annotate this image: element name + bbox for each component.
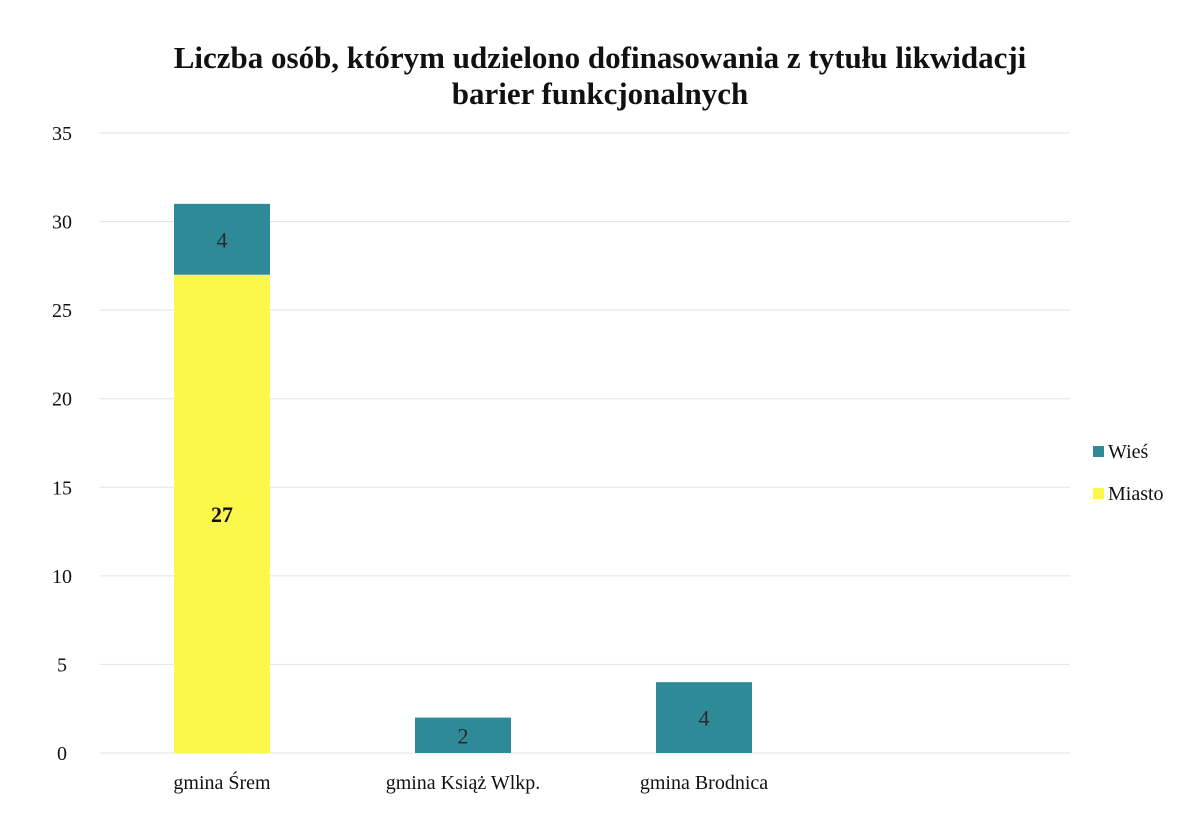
y-tick-label: 35 bbox=[52, 123, 72, 145]
legend-label: Miasto bbox=[1108, 483, 1164, 505]
legend-swatch bbox=[1093, 488, 1104, 499]
data-label: 2 bbox=[458, 723, 469, 748]
x-tick-label: gmina Śrem bbox=[173, 770, 271, 794]
chart-title-line-1: Liczba osób, którym udzielono dofinasowa… bbox=[173, 40, 1027, 75]
y-tick-label: 20 bbox=[52, 389, 72, 411]
bar-wie- bbox=[415, 717, 511, 753]
data-label: 4 bbox=[217, 227, 228, 252]
y-tick-label: 10 bbox=[52, 566, 72, 588]
y-tick-label: 30 bbox=[52, 212, 72, 234]
chart-title: Liczba osób, którym udzielono dofinasowa… bbox=[100, 40, 1100, 112]
data-label: 27 bbox=[211, 502, 233, 527]
legend-label: Wieś bbox=[1108, 441, 1149, 463]
x-tick-label: gmina Brodnica bbox=[640, 772, 768, 794]
y-tick-label: 0 bbox=[57, 743, 67, 765]
legend-swatch bbox=[1093, 446, 1104, 457]
x-tick-label: gmina Książ Wlkp. bbox=[386, 772, 541, 794]
bar-miasto bbox=[174, 274, 270, 753]
data-label: 4 bbox=[699, 706, 710, 731]
y-tick-label: 25 bbox=[52, 300, 72, 322]
y-tick-label: 5 bbox=[57, 654, 67, 676]
chart-title-line-2: barier funkcjonalnych bbox=[451, 76, 749, 111]
bar-wie- bbox=[656, 682, 752, 753]
y-tick-label: 15 bbox=[52, 477, 72, 499]
bar-wie- bbox=[174, 203, 270, 275]
